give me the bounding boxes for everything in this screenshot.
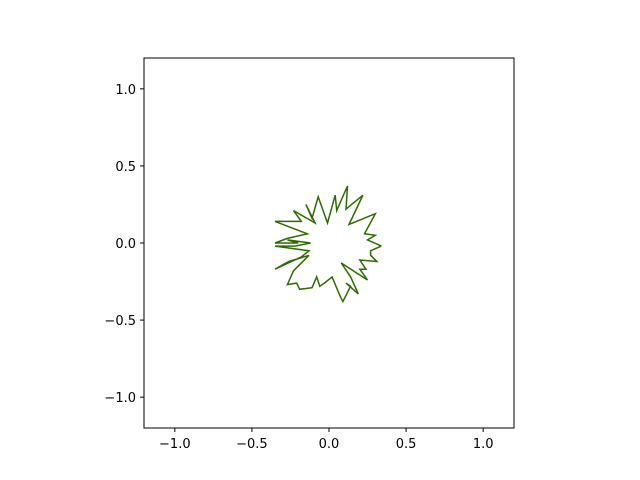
- y-tick-label: 1.0: [115, 83, 136, 98]
- x-tick-label: 1.0: [473, 437, 494, 452]
- y-tick-label: −1.0: [104, 391, 136, 406]
- series-layer: [274, 185, 382, 304]
- plot-area: −1.0 −0.5 0.0 0.5 1.0 −1.0 −0.5 0.0 0.5 1.0: [104, 57, 515, 452]
- y-tick-label: 0.0: [115, 237, 136, 252]
- x-tick-label: −1.0: [159, 437, 191, 452]
- y-tick-label: −0.5: [104, 314, 136, 329]
- series-line-0: [274, 185, 382, 304]
- x-axis-ticks: −1.0 −0.5 0.0 0.5 1.0: [159, 428, 494, 452]
- y-axis-ticks: −1.0 −0.5 0.0 0.5 1.0: [104, 83, 144, 406]
- x-tick-label: −0.5: [236, 437, 268, 452]
- x-tick-label: 0.5: [396, 437, 417, 452]
- y-tick-label: 0.5: [115, 160, 136, 175]
- x-tick-label: 0.0: [319, 437, 340, 452]
